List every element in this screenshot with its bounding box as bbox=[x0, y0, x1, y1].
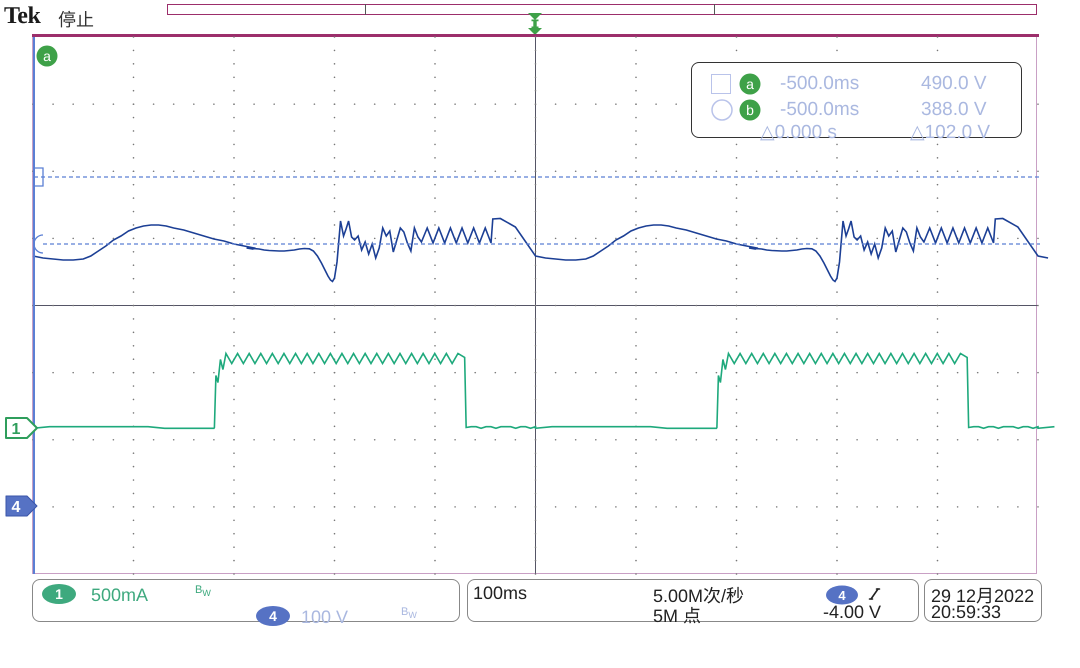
svg-text:a: a bbox=[746, 76, 754, 92]
svg-text:4: 4 bbox=[12, 499, 21, 516]
svg-text:1: 1 bbox=[55, 586, 63, 602]
svg-text:4: 4 bbox=[269, 608, 277, 624]
svg-text:1: 1 bbox=[12, 421, 21, 438]
svg-text:4: 4 bbox=[838, 588, 846, 603]
svg-text:b: b bbox=[746, 102, 754, 118]
svg-text:a: a bbox=[43, 48, 51, 64]
